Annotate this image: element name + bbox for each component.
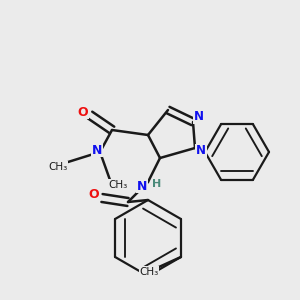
Text: CH₃: CH₃ [108, 180, 128, 190]
Text: O: O [78, 106, 88, 118]
Text: N: N [137, 179, 147, 193]
Text: N: N [196, 145, 206, 158]
Text: H: H [152, 179, 162, 189]
Text: N: N [92, 143, 102, 157]
Text: O: O [89, 188, 99, 200]
Text: CH₃: CH₃ [139, 267, 158, 277]
Text: N: N [194, 110, 204, 124]
Text: CH₃: CH₃ [48, 162, 68, 172]
